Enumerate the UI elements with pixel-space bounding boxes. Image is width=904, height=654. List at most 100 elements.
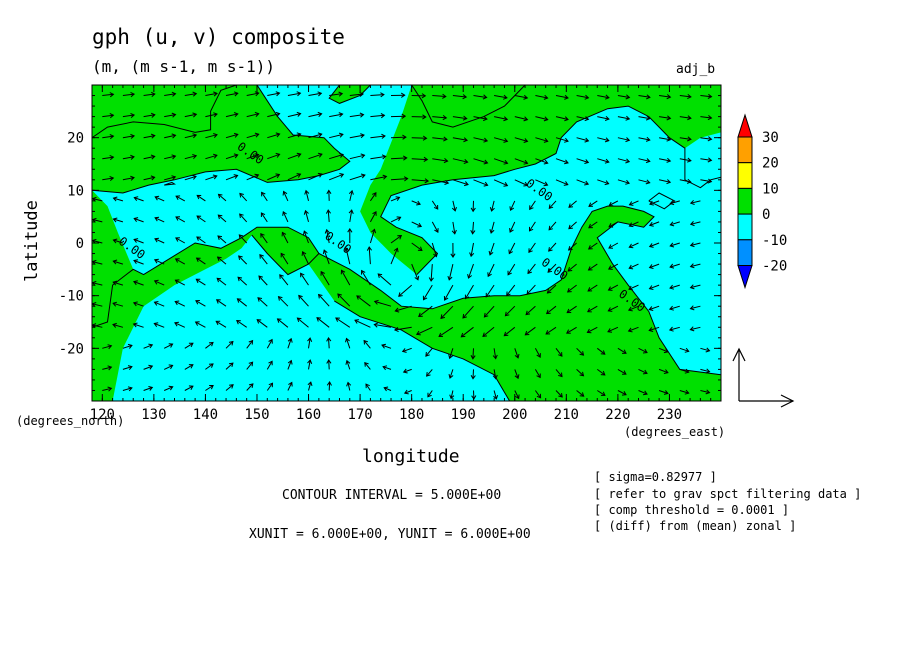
vector-head: [107, 365, 113, 371]
vector-shaft: [329, 173, 344, 181]
vector-shaft: [217, 256, 227, 265]
vector-head: [365, 383, 370, 389]
wind-vector: [428, 264, 434, 282]
colorbar-cell: [737, 213, 753, 241]
vector-head: [462, 313, 467, 319]
vector-head: [320, 270, 325, 276]
vector-shaft: [364, 362, 371, 370]
vector-shaft: [205, 342, 214, 349]
wind-vector: [668, 305, 680, 311]
vector-shaft: [493, 179, 508, 187]
vector-head: [360, 153, 366, 159]
wind-vector: [617, 115, 631, 121]
wind-vector: [411, 221, 423, 228]
vector-head: [545, 309, 551, 315]
vector-head: [548, 247, 553, 252]
wind-vector: [349, 173, 366, 181]
vector-head: [588, 202, 594, 207]
vector-head: [403, 389, 409, 395]
vector-shaft: [267, 174, 280, 181]
wind-vector: [452, 137, 469, 143]
vector-head: [296, 317, 302, 323]
vector-head: [324, 228, 330, 234]
vector-shaft: [449, 369, 454, 379]
vector-shaft: [432, 116, 447, 119]
vector-shaft: [535, 116, 548, 121]
vector-shaft: [690, 326, 701, 331]
vector-head: [604, 137, 610, 143]
wind-vector: [689, 221, 701, 227]
wind-vector: [329, 91, 344, 97]
vector-head: [171, 91, 177, 97]
vector-shaft: [425, 347, 433, 357]
vector-head: [393, 327, 399, 333]
wind-vector: [225, 91, 239, 97]
wind-vector: [700, 115, 713, 121]
vector-head: [239, 192, 244, 198]
vector-head: [464, 294, 470, 300]
wind-vector: [473, 116, 488, 122]
vector-shaft: [134, 197, 144, 202]
vector-shaft: [493, 116, 508, 120]
vector-shaft: [576, 390, 585, 397]
vector-head: [543, 137, 549, 143]
wind-vector: [535, 137, 549, 143]
vector-shaft: [394, 326, 412, 331]
wind-vector: [133, 238, 144, 244]
wind-vector: [627, 326, 639, 333]
wind-vector: [638, 94, 651, 100]
vector-head: [236, 319, 241, 325]
vector-shaft: [679, 158, 691, 162]
wind-vector: [509, 200, 516, 212]
vector-shaft: [326, 229, 330, 244]
vector-head: [628, 222, 634, 228]
wind-vector: [369, 210, 377, 223]
wind-vector: [133, 280, 144, 286]
vector-shaft: [431, 221, 439, 233]
vector-head: [421, 93, 427, 99]
vector-shaft: [617, 95, 630, 98]
wind-vector: [326, 189, 332, 201]
wind-vector: [617, 390, 627, 396]
vector-head: [503, 116, 509, 122]
wind-vector: [638, 390, 648, 396]
vector-shaft: [335, 317, 351, 328]
vector-shaft: [239, 193, 248, 202]
vector-shaft: [608, 305, 619, 312]
reference-vector: [732, 347, 795, 408]
wind-vector: [377, 273, 392, 286]
vector-head: [254, 111, 260, 117]
vector-head: [217, 193, 223, 199]
vector-shaft: [535, 179, 548, 186]
vector-shaft: [308, 153, 323, 160]
vector-head: [684, 368, 690, 374]
vector-head: [381, 133, 386, 139]
vector-shaft: [122, 387, 133, 391]
vector-head: [213, 112, 218, 118]
wind-vector: [567, 263, 577, 272]
vector-head: [503, 159, 509, 165]
wind-vector: [528, 242, 536, 254]
wind-vector: [597, 179, 610, 186]
vector-head: [422, 295, 428, 301]
wind-vector: [525, 305, 536, 316]
vector-shaft: [576, 137, 589, 142]
vector-head: [462, 94, 468, 100]
vector-head: [346, 381, 352, 387]
vector-head: [254, 91, 260, 97]
wind-vector: [238, 255, 248, 265]
vector-shaft: [473, 158, 488, 164]
vector-head: [216, 256, 222, 262]
vector-head: [354, 319, 359, 324]
wind-vector: [164, 112, 177, 118]
wind-vector: [175, 195, 186, 202]
vector-shaft: [278, 296, 289, 307]
vector-head: [109, 134, 115, 140]
vector-shaft: [576, 369, 584, 377]
vector-head: [377, 273, 383, 279]
wind-vector: [438, 326, 454, 338]
vector-shaft: [349, 134, 365, 139]
vector-shaft: [237, 298, 248, 307]
wind-vector: [205, 133, 218, 139]
colorbar-label: 0: [762, 207, 770, 223]
